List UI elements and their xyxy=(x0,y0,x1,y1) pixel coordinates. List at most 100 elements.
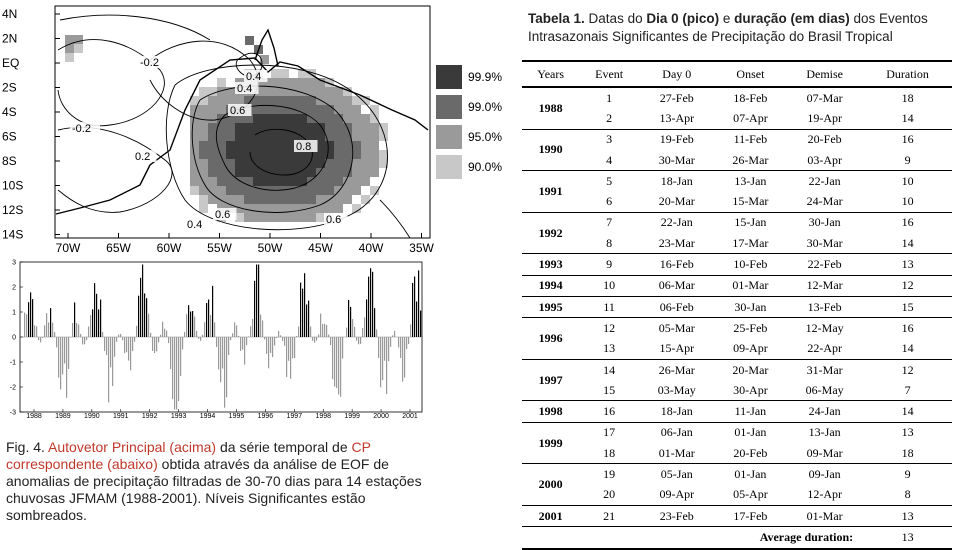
ts-bar xyxy=(46,313,47,337)
shade-cell xyxy=(226,132,235,141)
shade-cell xyxy=(235,141,244,150)
ts-bar xyxy=(98,309,99,337)
ts-bar xyxy=(130,337,131,370)
ts-bar xyxy=(374,308,375,337)
shade-cell xyxy=(334,177,343,186)
lat-label: 14S xyxy=(2,228,23,242)
ts-bar xyxy=(74,302,75,337)
ts-bar xyxy=(306,304,307,337)
table-cell: 13-Apr xyxy=(639,108,715,129)
ts-bar xyxy=(178,337,179,401)
ts-x-tick-label: 2000 xyxy=(373,413,389,420)
shade-cell xyxy=(289,168,298,177)
year-cell: 1991 xyxy=(522,171,579,213)
table-cell: 18 xyxy=(863,443,952,464)
table-cell: 20-Mar xyxy=(715,359,787,380)
ts-bar xyxy=(216,337,217,347)
significance-legend: 99.9%99.0%95.0%90.0% xyxy=(436,65,502,179)
shade-cell xyxy=(271,168,280,177)
ts-bar xyxy=(336,337,337,388)
table-cell: 09-Mar xyxy=(786,443,863,464)
shade-cell xyxy=(280,150,289,159)
table-cell: 20-Feb xyxy=(786,129,863,150)
shade-cell xyxy=(352,168,361,177)
table-cell: 16 xyxy=(863,129,952,150)
shade-cell xyxy=(343,96,352,105)
shade-cell xyxy=(262,87,271,96)
ts-bar xyxy=(328,335,329,337)
table-cell: 14 xyxy=(579,359,639,380)
table-cell: 01-Mar xyxy=(639,443,715,464)
table-cell: 17 xyxy=(579,422,639,443)
ts-bar xyxy=(414,277,415,337)
shade-cell xyxy=(74,35,83,44)
year-cell: 1997 xyxy=(522,359,579,401)
ts-bar xyxy=(324,324,325,337)
shade-cell xyxy=(199,141,208,150)
shade-cell xyxy=(280,195,289,204)
ts-bar xyxy=(190,311,191,337)
ts-x-tick-label: 1991 xyxy=(113,413,129,420)
table-cell: 2 xyxy=(579,108,639,129)
ts-bar xyxy=(64,337,65,364)
ts-bar xyxy=(132,337,133,351)
table-cell: 07-Mar xyxy=(786,87,863,108)
shade-cell xyxy=(199,195,208,204)
shade-cell xyxy=(244,186,253,195)
shade-cell xyxy=(370,105,379,114)
shade-cell xyxy=(289,123,298,132)
table-cell: 30-Jan xyxy=(786,212,863,233)
table-cell: 10 xyxy=(863,191,952,212)
ts-bar xyxy=(56,337,57,347)
contour-label: -0.2 xyxy=(72,123,91,135)
shade-cell xyxy=(325,123,334,132)
ts-bar xyxy=(356,337,357,341)
shade-cell xyxy=(298,177,307,186)
shade-cell xyxy=(271,114,280,123)
table-cell: 25-Feb xyxy=(715,318,787,339)
shade-cell xyxy=(244,204,253,213)
shade-cell xyxy=(190,159,199,168)
ts-bar xyxy=(148,314,149,337)
shade-cell xyxy=(325,141,334,150)
ts-bar xyxy=(58,337,59,378)
table-cell: 19-Apr xyxy=(786,108,863,129)
ts-bar xyxy=(288,337,289,361)
lat-label: 10S xyxy=(2,179,23,193)
shade-cell xyxy=(208,150,217,159)
ts-bar xyxy=(294,337,295,358)
table-cell: 17-Feb xyxy=(715,505,787,526)
shade-cell xyxy=(217,132,226,141)
table-cell: 18 xyxy=(579,443,639,464)
shade-cell xyxy=(379,150,388,159)
shade-cell xyxy=(262,177,271,186)
shade-cell xyxy=(289,114,298,123)
shade-cell xyxy=(343,186,352,195)
shade-cell xyxy=(325,186,334,195)
ts-bar xyxy=(208,300,209,337)
shade-cell xyxy=(208,159,217,168)
shade-cell xyxy=(361,114,370,123)
ts-bar xyxy=(322,324,323,337)
year-cell: 1996 xyxy=(522,318,579,360)
shade-cell xyxy=(253,168,262,177)
table-cell: 31-Mar xyxy=(786,359,863,380)
shade-cell xyxy=(190,123,199,132)
year-cell: 1998 xyxy=(522,401,579,422)
shade-cell xyxy=(235,159,244,168)
ts-bar xyxy=(128,337,129,361)
table-cell: 13-Jan xyxy=(786,422,863,443)
shade-cell xyxy=(325,204,334,213)
ts-bar xyxy=(84,337,85,344)
shade-cell xyxy=(208,132,217,141)
ts-bar xyxy=(256,265,257,338)
shade-cell xyxy=(352,177,361,186)
lat-label: EQ xyxy=(2,56,19,70)
ts-bar xyxy=(40,337,41,342)
contour-label: 0.2 xyxy=(135,151,150,163)
ts-bar xyxy=(202,335,203,337)
